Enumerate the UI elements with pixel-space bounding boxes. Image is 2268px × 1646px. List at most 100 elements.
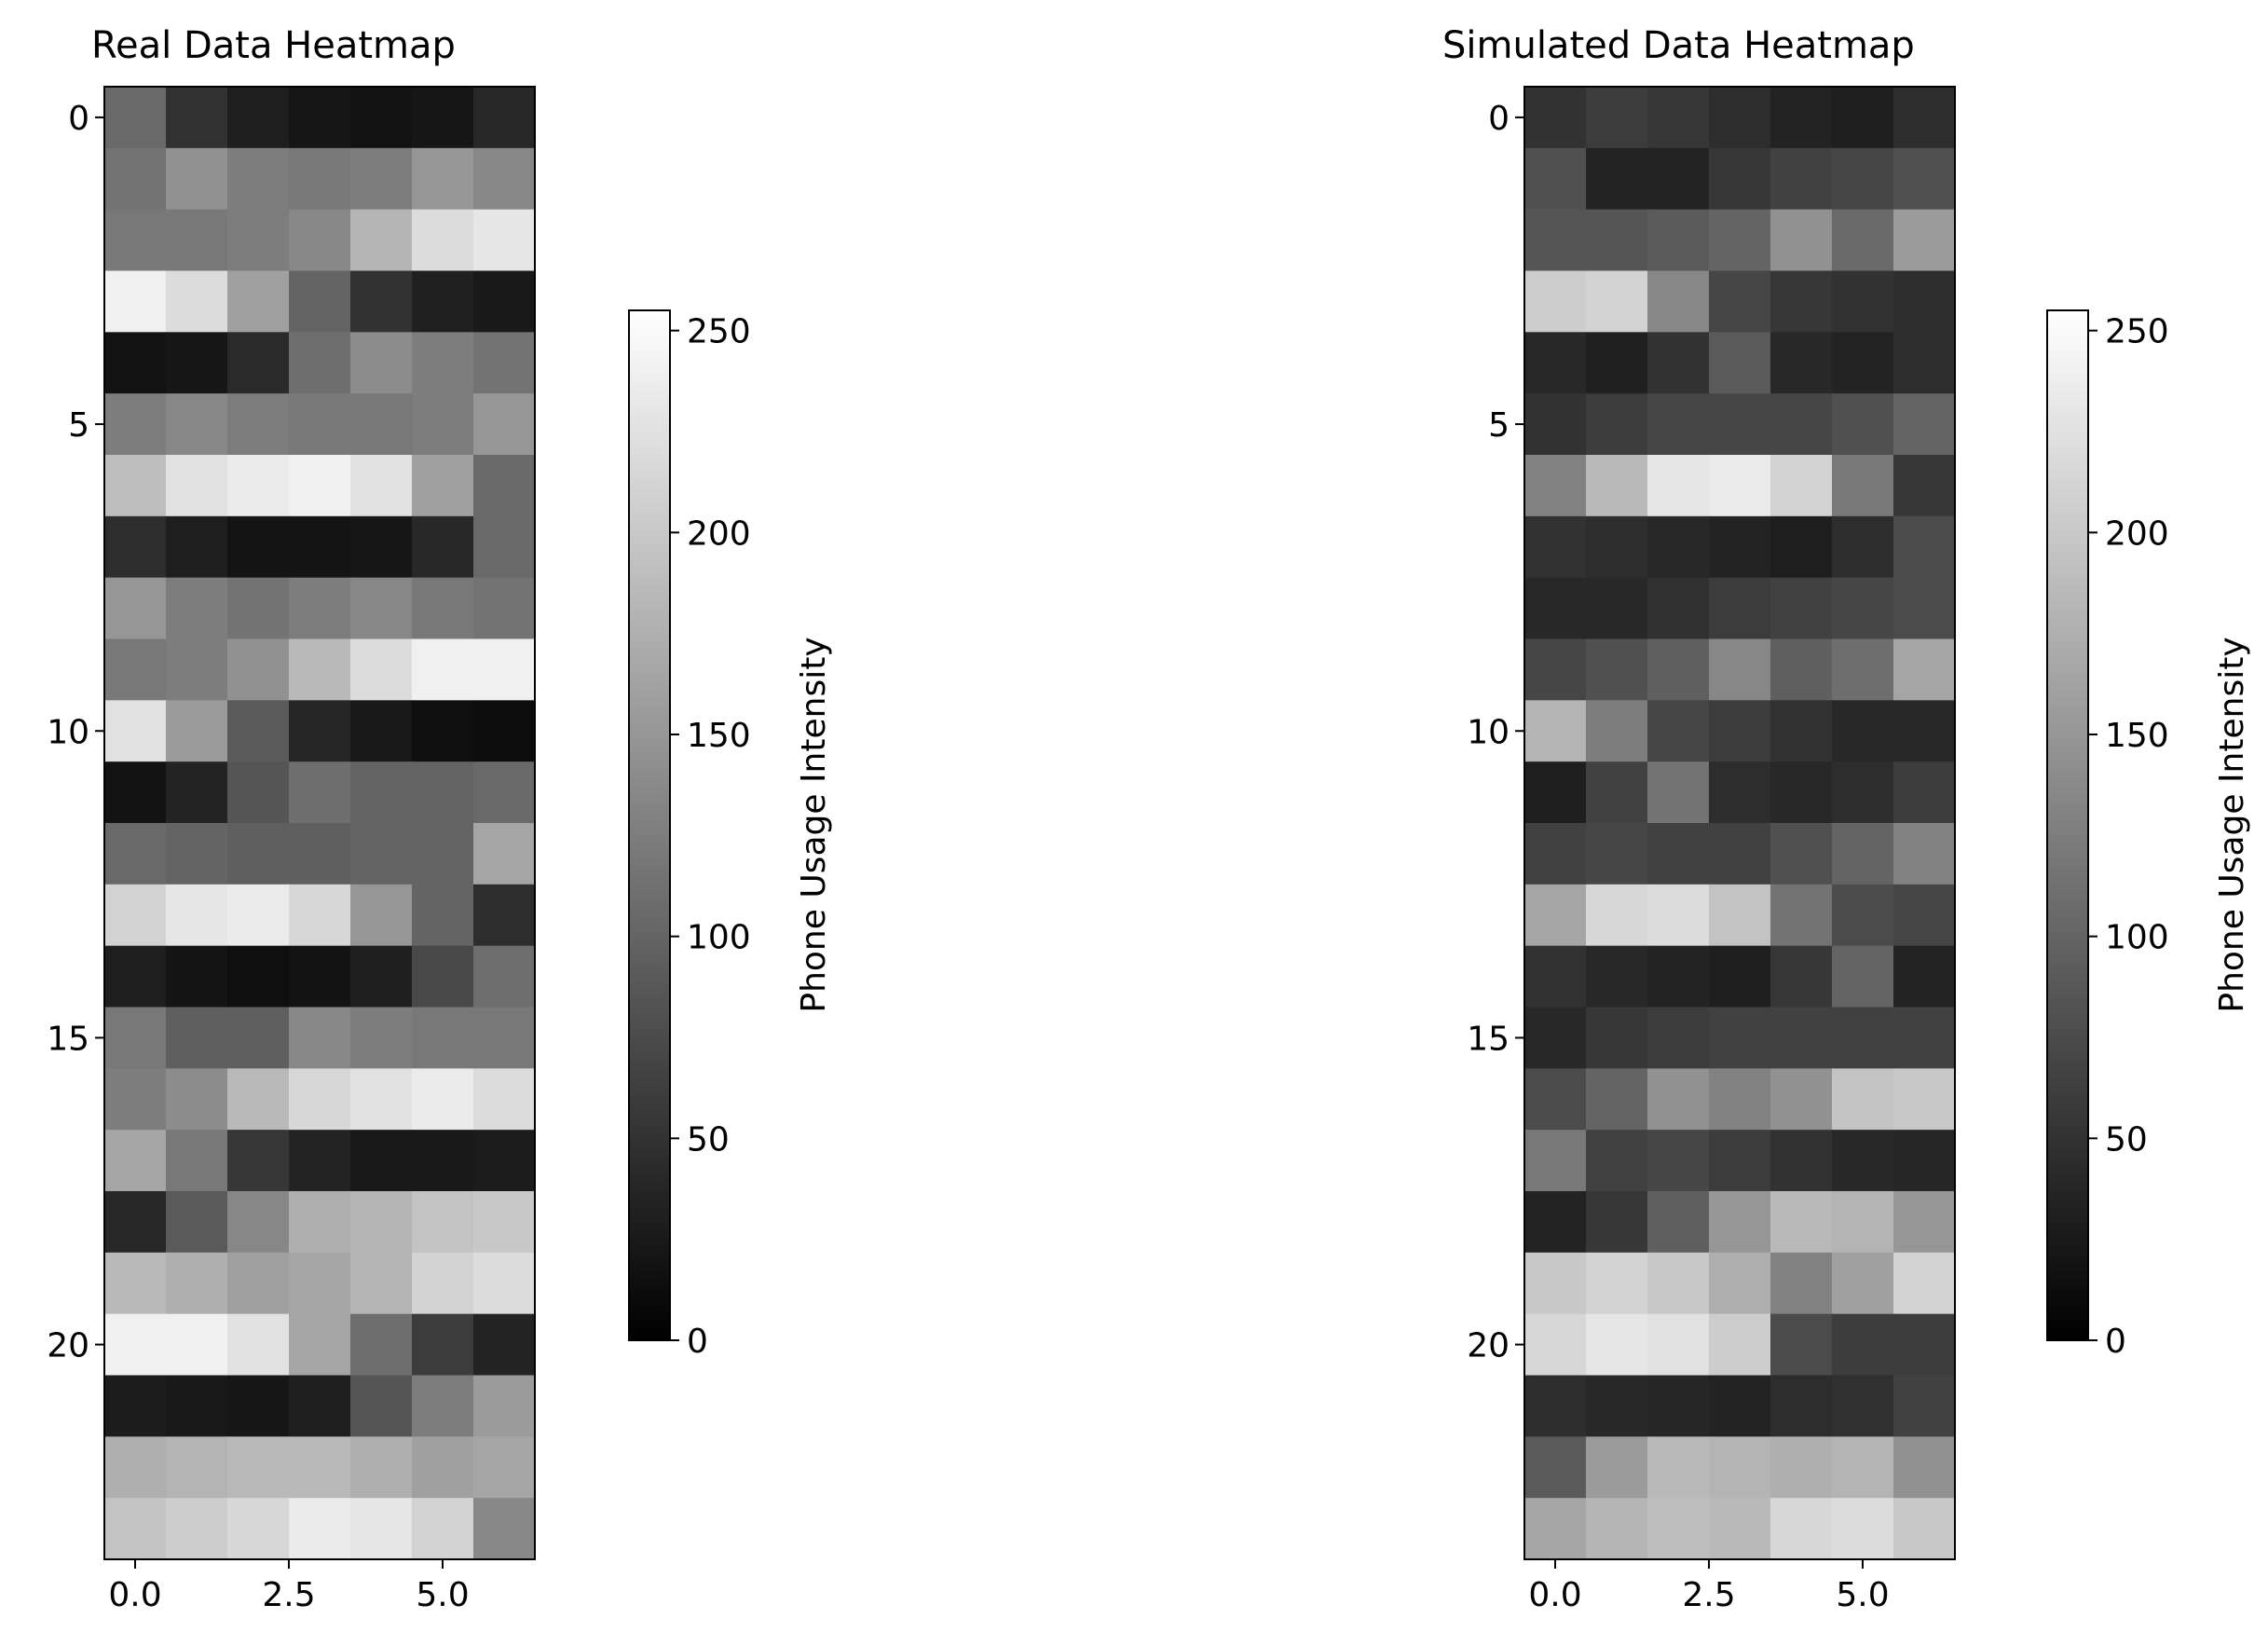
real-heatmap-cell	[350, 455, 413, 517]
simulated-heatmap-cell	[1524, 823, 1587, 885]
real-heatmap-cell	[166, 87, 228, 149]
simulated-heatmap-cell	[1524, 515, 1587, 579]
simulated-heatmap-cell	[1893, 823, 1956, 885]
real-heatmap-cell	[289, 700, 351, 762]
simulated-heatmap-cell	[1709, 1313, 1771, 1377]
simulated-heatmap-cell	[1524, 1007, 1587, 1069]
simulated-heatmap-cell	[1709, 1191, 1771, 1254]
simulated-heatmap-cell	[1770, 332, 1833, 394]
real-heatmap-cell	[166, 884, 228, 947]
real-heatmap-cell	[166, 393, 228, 456]
simulated-heatmap-cell	[1586, 270, 1648, 333]
real-heatmap-cell	[166, 515, 228, 579]
simulated-heatmap-cell	[1647, 1498, 1710, 1560]
simulated-heatmap-cell	[1647, 700, 1710, 762]
simulated-heatmap-cell	[1893, 700, 1956, 762]
simulated-heatmap-cell	[1524, 393, 1587, 456]
real-colorbar-tick-label: 150	[687, 717, 751, 755]
real-heatmap-cell	[104, 393, 167, 456]
simulated-heatmap-cell	[1524, 577, 1587, 640]
simulated-heatmap-cell	[1647, 455, 1710, 517]
simulated-colorbar-tick-label: 0	[2105, 1323, 2126, 1361]
simulated-heatmap-cell	[1770, 638, 1833, 701]
simulated-heatmap-cell	[1586, 700, 1648, 762]
real-colorbar-tick-label: 50	[687, 1120, 730, 1159]
real-heatmap-cell	[289, 1130, 351, 1192]
real-heatmap-cell	[289, 1068, 351, 1131]
simulated-heatmap-cell	[1647, 1252, 1710, 1315]
simulated-heatmap-cell	[1832, 393, 1894, 456]
simulated-heatmap-cell	[1770, 270, 1833, 333]
simulated-heatmap-cell	[1770, 700, 1833, 762]
real-heatmap-cell	[166, 455, 228, 517]
simulated-heatmap-cell	[1586, 1191, 1648, 1254]
real-heatmap-cell	[473, 761, 536, 824]
simulated-heatmap-cell	[1586, 1252, 1648, 1315]
simulated-heatmap-cell	[1770, 87, 1833, 149]
real-heatmap-cell	[412, 515, 474, 579]
simulated-heatmap-cell	[1832, 515, 1894, 579]
simulated-heatmap-cell	[1832, 884, 1894, 947]
real-heatmap-cell	[350, 332, 413, 394]
real-x-tick-label: 0.0	[108, 1576, 161, 1614]
simulated-heatmap-cell	[1524, 1130, 1587, 1192]
real-heatmap-cell	[227, 823, 290, 885]
real-heatmap-cell	[350, 700, 413, 762]
real-heatmap-cell	[227, 1436, 290, 1499]
simulated-heatmap-cell	[1709, 577, 1771, 640]
real-heatmap-cell	[473, 884, 536, 947]
real-heatmap-cell	[473, 1191, 536, 1254]
simulated-heatmap-cell	[1832, 1375, 1894, 1437]
simulated-heatmap-cell	[1647, 1375, 1710, 1437]
real-heatmap-cell	[289, 455, 351, 517]
real-heatmap-cell	[412, 147, 474, 211]
simulated-heatmap-cell	[1586, 1498, 1648, 1560]
real-heatmap-cell	[104, 455, 167, 517]
real-heatmap-cell	[350, 761, 413, 824]
simulated-heatmap-cell	[1893, 638, 1956, 701]
simulated-heatmap-cell	[1832, 1313, 1894, 1377]
simulated-heatmap-cell	[1647, 1007, 1710, 1069]
simulated-y-tick-label: 10	[1467, 713, 1510, 751]
real-heatmap-cell	[289, 945, 351, 1008]
real-heatmap-cell	[412, 332, 474, 394]
real-heatmap-cell	[350, 1068, 413, 1131]
simulated-heatmap-cell	[1832, 1191, 1894, 1254]
simulated-heatmap-cell	[1709, 87, 1771, 149]
real-heatmap-cell	[104, 1436, 167, 1499]
simulated-heatmap-cell	[1647, 945, 1710, 1008]
simulated-heatmap-cell	[1586, 87, 1648, 149]
real-heatmap-cell	[104, 1007, 167, 1069]
real-heatmap-cell	[350, 638, 413, 701]
real-heatmap-cell	[104, 884, 167, 947]
simulated-data-panel: Simulated Data Heatmap 0 5 10 15 20 0.0 2.5 5.…	[1442, 24, 2251, 1614]
simulated-heatmap-cell	[1524, 1313, 1587, 1377]
simulated-heatmap-cell	[1709, 700, 1771, 762]
real-heatmap-cell	[166, 147, 228, 211]
real-heatmap-cell	[350, 147, 413, 211]
real-x-tick-label: 2.5	[262, 1576, 315, 1614]
real-heatmap-cell	[104, 700, 167, 762]
real-heatmap-cell	[473, 577, 536, 640]
simulated-heatmap-cell	[1586, 945, 1648, 1008]
real-heatmap-cell	[412, 393, 474, 456]
simulated-heatmap-cell	[1770, 455, 1833, 517]
real-heatmap-cell	[227, 638, 290, 701]
simulated-heatmap-cell	[1709, 332, 1771, 394]
simulated-colorbar: 0 50 100 150 200 250 Phone Usage Intensity	[2046, 309, 2251, 1361]
simulated-heatmap-cell	[1647, 332, 1710, 394]
simulated-heatmap-cell	[1832, 1252, 1894, 1315]
simulated-heatmap-cell	[1586, 1068, 1648, 1131]
real-heatmap-cell	[166, 270, 228, 333]
real-heatmap-cell	[473, 1313, 536, 1377]
simulated-heatmap-cell	[1586, 332, 1648, 394]
simulated-heatmap-cell	[1709, 1252, 1771, 1315]
simulated-heatmap-cell	[1770, 1191, 1833, 1254]
simulated-heatmap-cell	[1709, 1498, 1771, 1560]
real-heatmap-cell	[289, 270, 351, 333]
simulated-heatmap-cell	[1586, 147, 1648, 211]
simulated-heatmap-cell	[1647, 823, 1710, 885]
real-heatmap-cell	[473, 823, 536, 885]
real-colorbar-tick-label: 0	[687, 1323, 708, 1361]
simulated-heatmap-cell	[1832, 945, 1894, 1008]
